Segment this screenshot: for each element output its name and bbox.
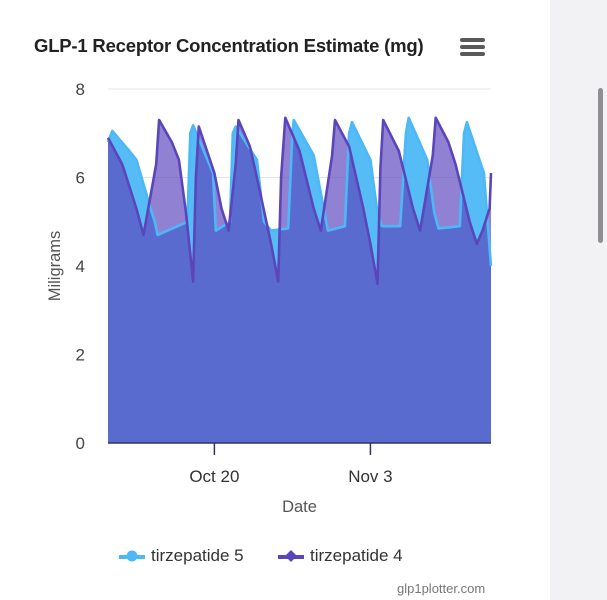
series-line-1 — [106, 116, 493, 267]
y-tick-label: 0 — [76, 434, 85, 453]
y-tick-label: 4 — [76, 257, 85, 276]
menu-icon-bar — [460, 52, 485, 56]
y-axis-title: Miligrams — [46, 231, 64, 302]
legend-item-series-1[interactable]: tirzepatide 5 — [119, 546, 244, 566]
y-tick-label: 2 — [76, 346, 85, 365]
y-tick-label: 8 — [76, 80, 85, 99]
legend-label: tirzepatide 4 — [310, 546, 403, 565]
credit-link[interactable]: glp1plotter.com — [397, 581, 486, 596]
circle-marker-icon — [119, 550, 145, 562]
series-line-2 — [106, 116, 493, 285]
y-tick-label: 6 — [76, 169, 85, 188]
chart-plot: 0 2 4 6 8 Oct 20 Nov 3 Date Miligrams — [46, 80, 493, 516]
x-axis-title: Date — [282, 498, 317, 516]
series-area-2 — [108, 117, 491, 444]
x-tick-label: Oct 20 — [189, 467, 239, 486]
chart-title: GLP-1 Receptor Concentration Estimate (m… — [34, 35, 424, 56]
menu-icon-bar — [460, 38, 485, 42]
chart-menu-button[interactable] — [459, 36, 487, 58]
x-tick-label: Nov 3 — [348, 467, 392, 486]
menu-icon-bar — [460, 45, 485, 49]
diamond-marker-icon — [278, 550, 304, 562]
page-gutter — [550, 0, 607, 600]
legend-label: tirzepatide 5 — [151, 546, 244, 565]
scrollbar-thumb[interactable] — [598, 88, 603, 243]
legend-item-series-2[interactable]: tirzepatide 4 — [278, 546, 403, 566]
